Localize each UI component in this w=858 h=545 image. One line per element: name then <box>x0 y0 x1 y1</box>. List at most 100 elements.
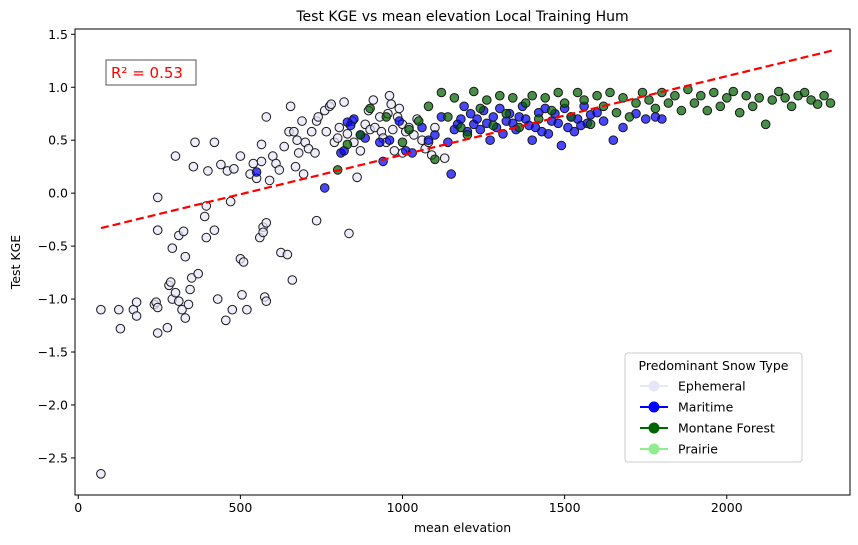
data-point <box>152 302 163 313</box>
data-point <box>115 323 126 334</box>
data-point <box>365 103 375 114</box>
data-point <box>256 139 267 150</box>
data-point <box>728 86 739 97</box>
data-point <box>488 120 499 131</box>
x-axis-ticks: 0 500 1000 1500 2000 <box>74 495 743 515</box>
legend-marker <box>648 443 660 455</box>
data-point <box>167 243 178 253</box>
data-point <box>423 101 434 112</box>
data-point <box>264 175 275 186</box>
data-point <box>469 86 479 97</box>
data-point <box>152 225 163 235</box>
data-point <box>242 304 252 315</box>
data-point <box>592 90 602 101</box>
data-point <box>780 93 790 103</box>
data-point <box>397 137 408 148</box>
data-point <box>449 93 460 103</box>
data-point <box>579 95 589 105</box>
data-point <box>508 93 518 103</box>
data-point <box>235 151 246 161</box>
data-point <box>709 87 719 98</box>
data-point <box>237 290 247 300</box>
data-point <box>349 114 359 124</box>
data-point <box>209 137 220 148</box>
data-point <box>819 90 829 101</box>
data-point <box>592 107 602 118</box>
data-point <box>292 135 302 145</box>
data-point <box>290 161 301 172</box>
data-point <box>605 87 615 98</box>
data-point <box>618 122 628 133</box>
data-point <box>319 183 330 193</box>
data-point <box>180 251 191 262</box>
data-point <box>352 172 362 183</box>
data-point <box>546 105 557 116</box>
data-point <box>261 296 272 307</box>
data-point <box>293 148 304 158</box>
data-point <box>495 90 505 101</box>
data-point <box>696 90 706 101</box>
data-point <box>462 130 473 140</box>
data-point <box>465 108 476 119</box>
data-point <box>261 218 272 228</box>
legend-label: Ephemeral <box>678 379 746 394</box>
data-point <box>96 469 106 479</box>
data-point <box>472 114 482 124</box>
data-point <box>436 87 447 98</box>
data-point <box>282 249 293 260</box>
legend-box <box>624 352 803 463</box>
data-point <box>650 103 661 114</box>
legend-marker <box>648 422 660 434</box>
data-point <box>722 93 732 103</box>
data-point <box>321 126 332 137</box>
data-point <box>553 87 564 98</box>
data-point <box>152 328 163 338</box>
data-point <box>190 137 200 148</box>
data-point <box>644 95 654 105</box>
data-point <box>543 129 554 139</box>
data-point <box>443 112 453 122</box>
data-point <box>598 116 609 126</box>
data-point <box>446 169 457 179</box>
data-point <box>799 87 810 98</box>
r-squared-box <box>105 59 197 86</box>
data-point <box>475 103 486 114</box>
data-point <box>221 315 231 326</box>
legend-marker <box>648 401 660 413</box>
data-point <box>459 101 469 112</box>
data-point <box>96 304 106 315</box>
data-point <box>394 116 405 126</box>
data-point <box>375 137 385 148</box>
legend-title: Predominant Snow Type <box>639 358 789 373</box>
legend-label: Montane Forest <box>678 421 775 436</box>
data-point <box>715 101 726 112</box>
data-point <box>553 118 564 129</box>
data-point <box>131 297 142 308</box>
data-point <box>501 108 512 119</box>
data-point <box>178 226 189 237</box>
y-tick-label: 0.5 <box>48 133 68 148</box>
data-point <box>285 101 296 112</box>
legend: Predominant Snow Type Ephemeral Maritime M… <box>624 352 803 463</box>
data-point <box>384 135 395 145</box>
data-point <box>177 304 187 315</box>
data-point <box>657 114 667 124</box>
x-tick-label: 500 <box>228 500 252 515</box>
data-point <box>170 287 181 298</box>
data-point <box>256 156 267 167</box>
data-point <box>495 103 505 114</box>
data-point <box>812 99 823 109</box>
data-point <box>747 101 758 112</box>
data-point <box>702 105 713 116</box>
data-point <box>773 86 784 97</box>
legend-label: Maritime <box>678 400 734 415</box>
data-point <box>394 103 405 114</box>
x-tick-label: 2000 <box>711 500 743 515</box>
data-point <box>527 90 538 101</box>
data-point <box>170 151 181 161</box>
data-point <box>689 98 700 108</box>
data-point <box>193 268 203 279</box>
data-point <box>311 215 322 226</box>
data-point <box>287 275 298 285</box>
